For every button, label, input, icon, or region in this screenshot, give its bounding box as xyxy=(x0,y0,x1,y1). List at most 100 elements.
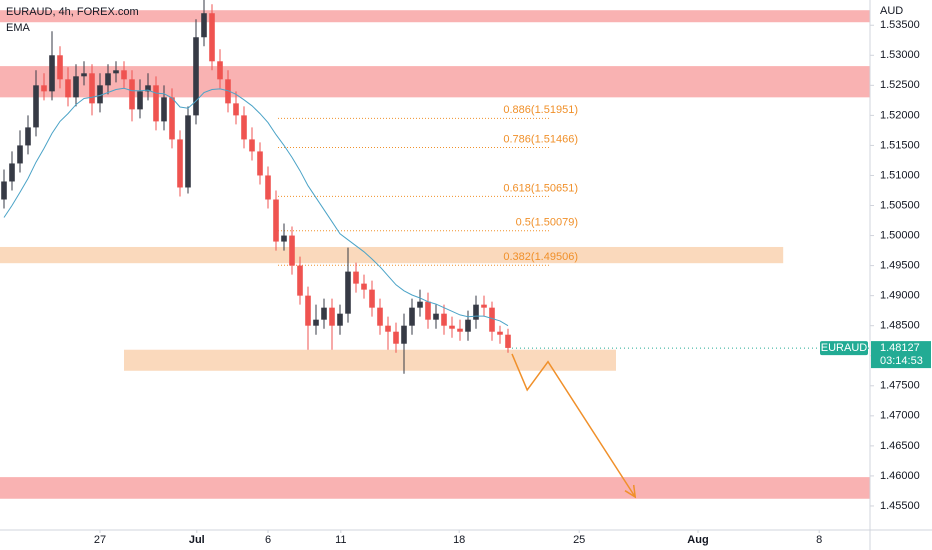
candle-body xyxy=(369,289,375,308)
y-tick-label: 1.48500 xyxy=(880,320,920,332)
candle-body xyxy=(473,304,479,320)
y-tick-label: 1.49000 xyxy=(880,290,920,302)
candle-body xyxy=(225,79,231,104)
candle-body xyxy=(121,70,127,80)
candle-body xyxy=(481,304,487,308)
candle-body xyxy=(209,13,215,62)
y-tick-label: 1.51000 xyxy=(880,169,920,181)
zone xyxy=(0,246,784,264)
y-tick-label: 1.47000 xyxy=(880,410,920,422)
fib-label: 0.382(1.49506) xyxy=(503,251,578,263)
candle-body xyxy=(169,97,175,140)
x-tick-label: Jul xyxy=(189,534,205,546)
candle-body xyxy=(393,331,399,344)
axis-currency: AUD xyxy=(880,5,903,17)
y-tick-label: 1.49500 xyxy=(880,260,920,272)
y-tick-label: 1.46000 xyxy=(880,470,920,482)
candle-body xyxy=(185,115,191,188)
candle-body xyxy=(49,55,55,92)
ema-line xyxy=(3,87,509,327)
x-tick-label: 11 xyxy=(335,534,346,546)
symbol-tag xyxy=(820,341,868,356)
zone xyxy=(124,349,616,371)
y-tick-label: 1.46500 xyxy=(880,440,920,452)
fib-label: 0.618(1.50651) xyxy=(503,182,578,194)
candle-body xyxy=(177,139,183,188)
candle-body xyxy=(25,127,31,146)
candle-body xyxy=(193,37,199,116)
y-tick-label: 1.53000 xyxy=(880,49,920,61)
x-tick-label: 8 xyxy=(816,534,822,546)
candle-body xyxy=(145,85,151,92)
price-tag-countdown: 03:14:53 xyxy=(880,355,923,367)
candle-body xyxy=(441,313,447,326)
candle-body xyxy=(9,163,15,182)
x-tick-label: Aug xyxy=(687,534,708,546)
candle-body xyxy=(449,325,455,329)
candle-body xyxy=(281,235,287,242)
y-tick-label: 1.50000 xyxy=(880,229,920,241)
candle-body xyxy=(497,331,503,335)
candle-body xyxy=(409,307,415,326)
candle-body xyxy=(201,13,207,38)
candle-body xyxy=(241,115,247,140)
y-tick-label: 1.52000 xyxy=(880,109,920,121)
candle-body xyxy=(297,265,303,296)
fib-label: 0.786(1.51466) xyxy=(503,133,578,145)
x-tick-label: 27 xyxy=(94,534,106,546)
candle-body xyxy=(489,307,495,332)
fib-label: 0.5(1.50079) xyxy=(516,217,578,229)
candle-body xyxy=(361,283,367,290)
candle-body xyxy=(73,76,79,98)
y-tick-label: 1.45500 xyxy=(880,500,920,512)
candle-body xyxy=(265,175,271,200)
candle-body xyxy=(129,79,135,110)
candle-body xyxy=(217,61,223,80)
candle-body xyxy=(321,307,327,320)
zone xyxy=(0,477,870,499)
candle-body xyxy=(1,181,7,200)
candle-body xyxy=(81,73,87,77)
candle-body xyxy=(153,85,159,122)
candle-body xyxy=(273,199,279,242)
symbol-tag-label: EURAUD xyxy=(821,342,868,354)
candle-body xyxy=(353,271,359,284)
y-tick-label: 1.47500 xyxy=(880,380,920,392)
x-tick-label: 18 xyxy=(453,534,465,546)
candle-body xyxy=(17,145,23,164)
projection-path xyxy=(511,353,636,498)
candle-body xyxy=(377,307,383,326)
candle-body xyxy=(425,301,431,320)
chart-title: EURAUD, 4h, FOREX.com xyxy=(6,6,139,18)
candle-body xyxy=(313,319,319,326)
x-tick-label: 25 xyxy=(573,534,585,546)
projection-arrowhead xyxy=(624,484,637,499)
candle-body xyxy=(345,271,351,314)
candle-body xyxy=(337,313,343,326)
zone xyxy=(0,66,870,98)
candle-body xyxy=(161,97,167,122)
candle-body xyxy=(457,328,463,332)
candle-body xyxy=(57,55,63,80)
x-tick-label: 6 xyxy=(265,534,271,546)
price-tag-value: 1.48127 xyxy=(880,342,920,354)
candle-body xyxy=(249,139,255,152)
indicator-label: EMA xyxy=(6,22,31,34)
y-tick-label: 1.51500 xyxy=(880,139,920,151)
candle-body xyxy=(433,313,439,320)
candle-body xyxy=(137,91,143,110)
fib-label: 0.886(1.51951) xyxy=(503,104,578,116)
y-tick-label: 1.53500 xyxy=(880,19,920,31)
candle-body xyxy=(505,334,511,348)
candle-body xyxy=(401,325,407,344)
candle-body xyxy=(33,85,39,128)
candle-body xyxy=(41,85,47,92)
zone xyxy=(0,10,870,23)
candle-body xyxy=(289,235,295,266)
candle-body xyxy=(329,307,335,326)
candle-body xyxy=(89,73,95,104)
candle-body xyxy=(257,151,263,176)
candle-body xyxy=(113,70,119,74)
candle-body xyxy=(385,325,391,332)
